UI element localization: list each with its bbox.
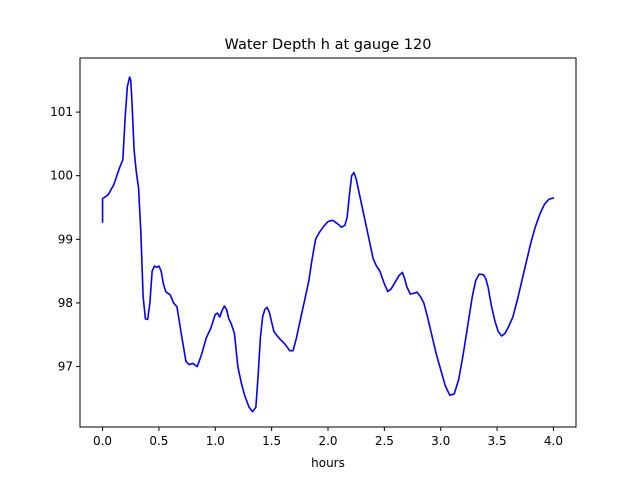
y-tick-label: 100 — [50, 169, 73, 183]
x-tick-label: 3.0 — [431, 434, 450, 448]
x-tick-label: 3.5 — [488, 434, 507, 448]
series-line-0 — [101, 76, 555, 413]
y-tick-label: 101 — [50, 105, 73, 119]
x-axis: 0.0 0.5 1.0 1.5 2.0 2.5 3.0 3.5 4.0 — [93, 427, 563, 448]
x-tick-label: 1.0 — [206, 434, 225, 448]
x-tick-label: 0.5 — [149, 434, 168, 448]
y-tick-label: 98 — [58, 296, 73, 310]
x-axis-label: hours — [311, 456, 345, 470]
y-tick-label: 97 — [58, 360, 73, 374]
x-tick-label: 1.5 — [262, 434, 281, 448]
plot-area — [101, 76, 555, 413]
x-tick-label: 2.5 — [375, 434, 394, 448]
x-tick-label: 2.0 — [318, 434, 337, 448]
chart-title: Water Depth h at gauge 120 — [225, 37, 432, 53]
axes-frame — [79, 57, 577, 428]
y-axis: 97 98 99 100 101 — [50, 105, 80, 374]
x-tick-label: 4.0 — [544, 434, 563, 448]
y-tick-label: 99 — [58, 232, 73, 246]
x-tick-label: 0.0 — [93, 434, 112, 448]
